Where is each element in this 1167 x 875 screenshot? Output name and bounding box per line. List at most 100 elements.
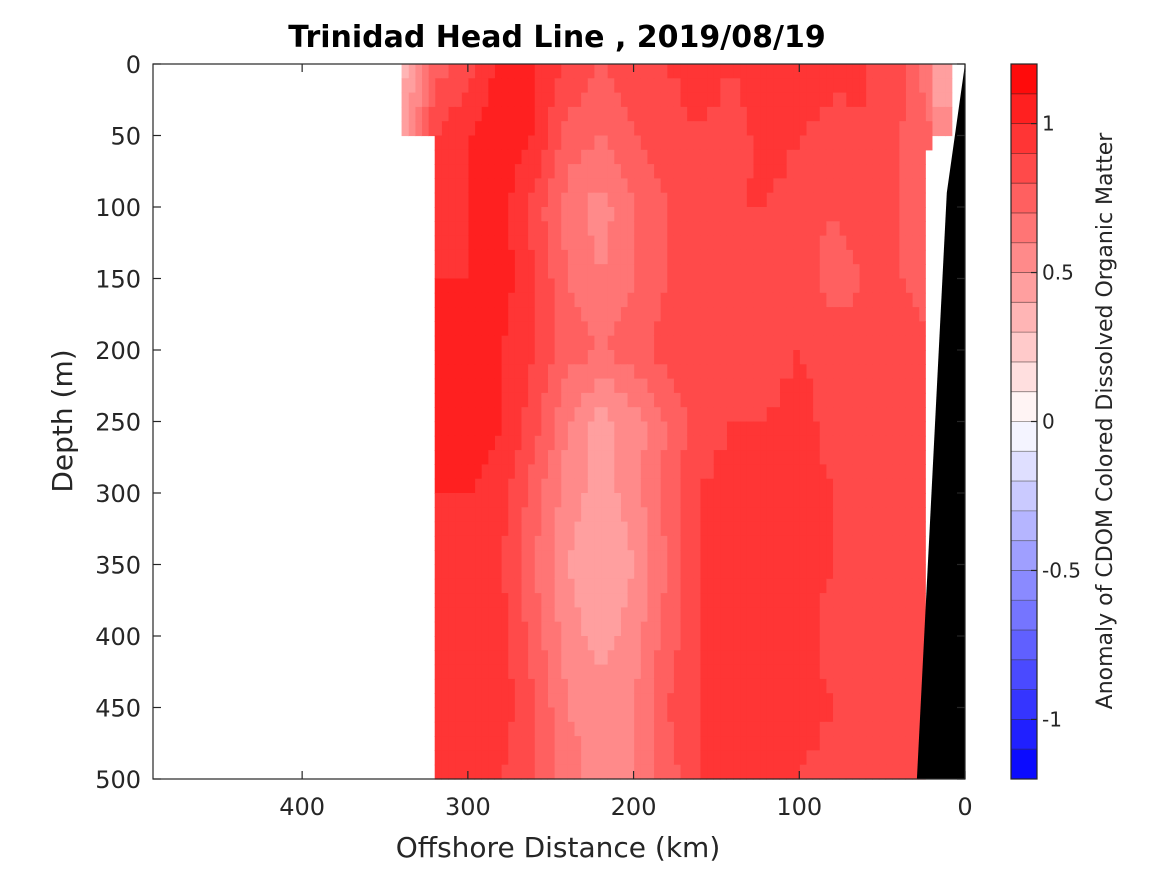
contour-cell xyxy=(878,650,887,666)
contour-cell xyxy=(640,149,648,165)
contour-cell xyxy=(898,464,906,480)
contour-cell xyxy=(852,121,860,137)
contour-cell xyxy=(633,493,641,508)
contour-cell xyxy=(733,678,741,694)
contour-cell xyxy=(441,607,449,623)
contour-cell xyxy=(441,278,449,294)
contour-cell xyxy=(467,435,476,451)
contour-cell xyxy=(626,564,635,580)
contour-cell xyxy=(607,564,615,580)
contour-cell xyxy=(858,664,867,680)
contour-cell xyxy=(481,678,489,694)
contour-cell xyxy=(514,64,522,79)
contour-cell xyxy=(573,750,582,766)
contour-cell xyxy=(520,335,529,351)
contour-cell xyxy=(786,164,794,179)
contour-cell xyxy=(699,450,708,465)
contour-cell xyxy=(779,78,787,94)
contour-cell xyxy=(799,564,807,580)
contour-cell xyxy=(487,578,495,594)
contour-cell xyxy=(852,235,860,251)
contour-cell xyxy=(726,264,734,280)
contour-cell xyxy=(845,392,853,408)
contour-cell xyxy=(726,121,734,137)
contour-cell xyxy=(646,364,655,380)
contour-cell xyxy=(481,550,489,566)
contour-cell xyxy=(858,678,867,694)
contour-cell xyxy=(567,636,575,651)
contour-cell xyxy=(799,721,807,737)
contour-cell xyxy=(494,593,502,608)
contour-cell xyxy=(872,221,880,237)
contour-cell xyxy=(752,707,761,723)
contour-cell xyxy=(699,321,708,337)
contour-cell xyxy=(653,578,661,594)
contour-cell xyxy=(752,221,761,237)
contour-cell xyxy=(580,278,588,294)
contour-cell xyxy=(719,450,727,465)
contour-cell xyxy=(812,392,820,408)
contour-cell xyxy=(540,92,548,108)
contour-cell xyxy=(501,407,509,423)
contour-cell xyxy=(878,378,887,394)
contour-cell xyxy=(507,278,515,294)
contour-cell xyxy=(686,721,694,737)
contour-cell xyxy=(646,721,655,737)
contour-cell xyxy=(607,750,615,766)
contour-cell xyxy=(600,207,608,222)
contour-cell xyxy=(434,264,442,280)
contour-cell xyxy=(560,521,568,537)
contour-cell xyxy=(746,149,754,165)
contour-cell xyxy=(653,364,661,380)
contour-cell xyxy=(514,493,522,508)
contour-cell xyxy=(487,707,495,723)
contour-cell xyxy=(878,407,887,423)
contour-cell xyxy=(593,192,602,208)
contour-cell xyxy=(461,750,469,766)
contour-cell xyxy=(481,249,489,265)
contour-cell xyxy=(911,92,920,108)
contour-cell xyxy=(699,378,708,394)
contour-cell xyxy=(845,564,853,580)
contour-cell xyxy=(474,693,482,709)
contour-cell xyxy=(719,221,727,237)
colorbar-band xyxy=(1011,510,1037,542)
contour-cell xyxy=(852,421,860,437)
contour-cell xyxy=(527,178,535,194)
contour-cell xyxy=(878,78,887,94)
contour-cell xyxy=(679,578,688,594)
contour-cell xyxy=(733,636,741,651)
contour-cell xyxy=(607,292,615,308)
contour-cell xyxy=(560,64,568,79)
contour-cell xyxy=(600,92,608,108)
contour-cell xyxy=(567,678,575,694)
contour-cell xyxy=(706,650,714,666)
contour-cell xyxy=(779,292,787,308)
contour-cell xyxy=(739,307,747,322)
contour-cell xyxy=(540,249,548,265)
contour-cell xyxy=(620,149,628,165)
contour-cell xyxy=(660,292,668,308)
contour-cell xyxy=(865,392,873,408)
contour-cell xyxy=(560,335,568,351)
contour-cell xyxy=(587,650,595,666)
contour-cell xyxy=(507,378,515,394)
contour-cell xyxy=(593,392,602,408)
contour-cell xyxy=(733,507,741,523)
contour-cell xyxy=(892,407,900,423)
contour-cell xyxy=(607,535,615,551)
contour-cell xyxy=(686,550,694,566)
contour-cell xyxy=(593,421,602,437)
contour-cell xyxy=(454,207,462,222)
contour-cell xyxy=(819,521,827,537)
contour-cell xyxy=(540,578,548,594)
contour-cell xyxy=(892,264,900,280)
contour-cell xyxy=(467,736,476,751)
contour-cell xyxy=(918,78,926,94)
contour-cell xyxy=(693,192,701,208)
contour-cell xyxy=(779,521,787,537)
contour-cell xyxy=(560,664,568,680)
contour-cell xyxy=(401,64,409,79)
contour-cell xyxy=(640,650,648,666)
contour-cell xyxy=(540,693,548,709)
